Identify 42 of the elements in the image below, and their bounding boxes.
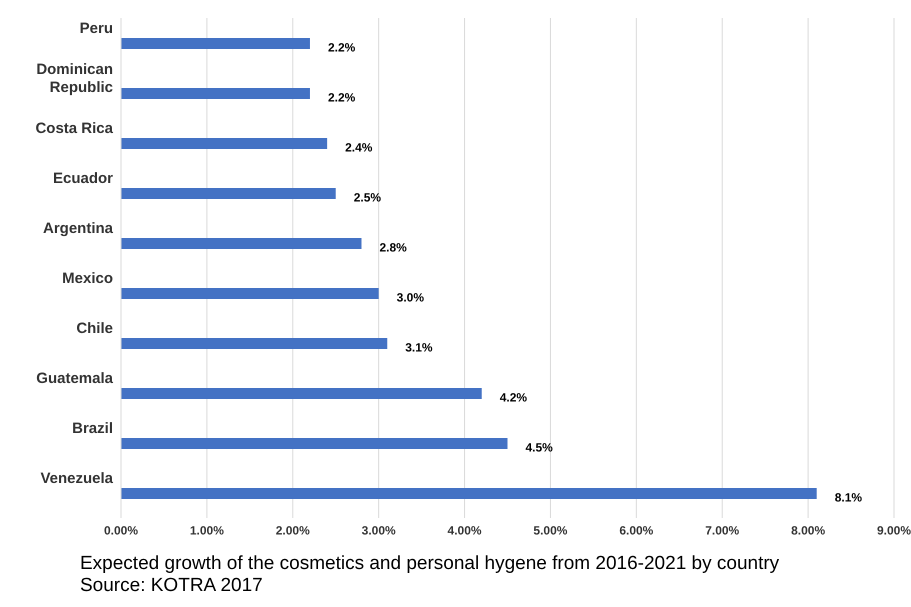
bar — [121, 38, 310, 49]
data-label: 2.8% — [379, 240, 408, 254]
bar — [121, 288, 379, 299]
data-label: 2.2% — [328, 40, 356, 54]
data-label: 3.0% — [396, 290, 424, 304]
x-tick-label: 5.00% — [533, 524, 568, 538]
y-tick-label: Argentina — [42, 220, 114, 237]
data-label: 4.2% — [500, 390, 528, 404]
x-tick-label: 2.00% — [276, 524, 310, 538]
x-tick-label: 0.00% — [104, 524, 138, 538]
data-label: 3.1% — [405, 340, 433, 354]
y-tick-label: Costa Rica — [35, 120, 114, 137]
x-tick-label: 3.00% — [362, 524, 396, 538]
bar — [121, 138, 328, 149]
source-note: Source: KOTRA 2017 — [80, 575, 264, 597]
x-tick-label: 8.00% — [791, 524, 826, 538]
x-tick-label: 6.00% — [619, 524, 654, 538]
bar — [121, 238, 362, 249]
y-tick-label: Mexico — [62, 270, 113, 287]
data-label: 2.4% — [345, 140, 373, 154]
y-tick-label: Ecuador — [52, 170, 114, 187]
y-tick-label: Chile — [76, 320, 113, 337]
x-tick-label: 1.00% — [190, 524, 224, 538]
bar — [121, 188, 336, 199]
bar — [121, 488, 817, 499]
x-tick-label: 9.00% — [876, 524, 911, 538]
data-label: 8.1% — [834, 490, 862, 504]
y-tick-label: Dominican Republic — [36, 61, 113, 96]
data-label: 4.5% — [526, 440, 554, 454]
y-tick-label: Guatemala — [36, 370, 114, 387]
y-tick-label: Brazil — [72, 420, 113, 437]
data-label: 2.5% — [354, 190, 382, 204]
bar — [121, 88, 310, 99]
data-label: 2.2% — [328, 90, 356, 104]
text: Expected growth of the cosmetics and personal hygene from 2016-2021 by country — [80, 553, 780, 575]
y-tick-label: Peru — [80, 20, 113, 37]
x-tick-label: 4.00% — [448, 524, 482, 538]
bar — [121, 338, 388, 349]
y-tick-label: Venezuela — [40, 470, 114, 487]
bar — [121, 438, 508, 449]
x-tick-label: 7.00% — [705, 524, 740, 538]
bar — [121, 388, 482, 399]
